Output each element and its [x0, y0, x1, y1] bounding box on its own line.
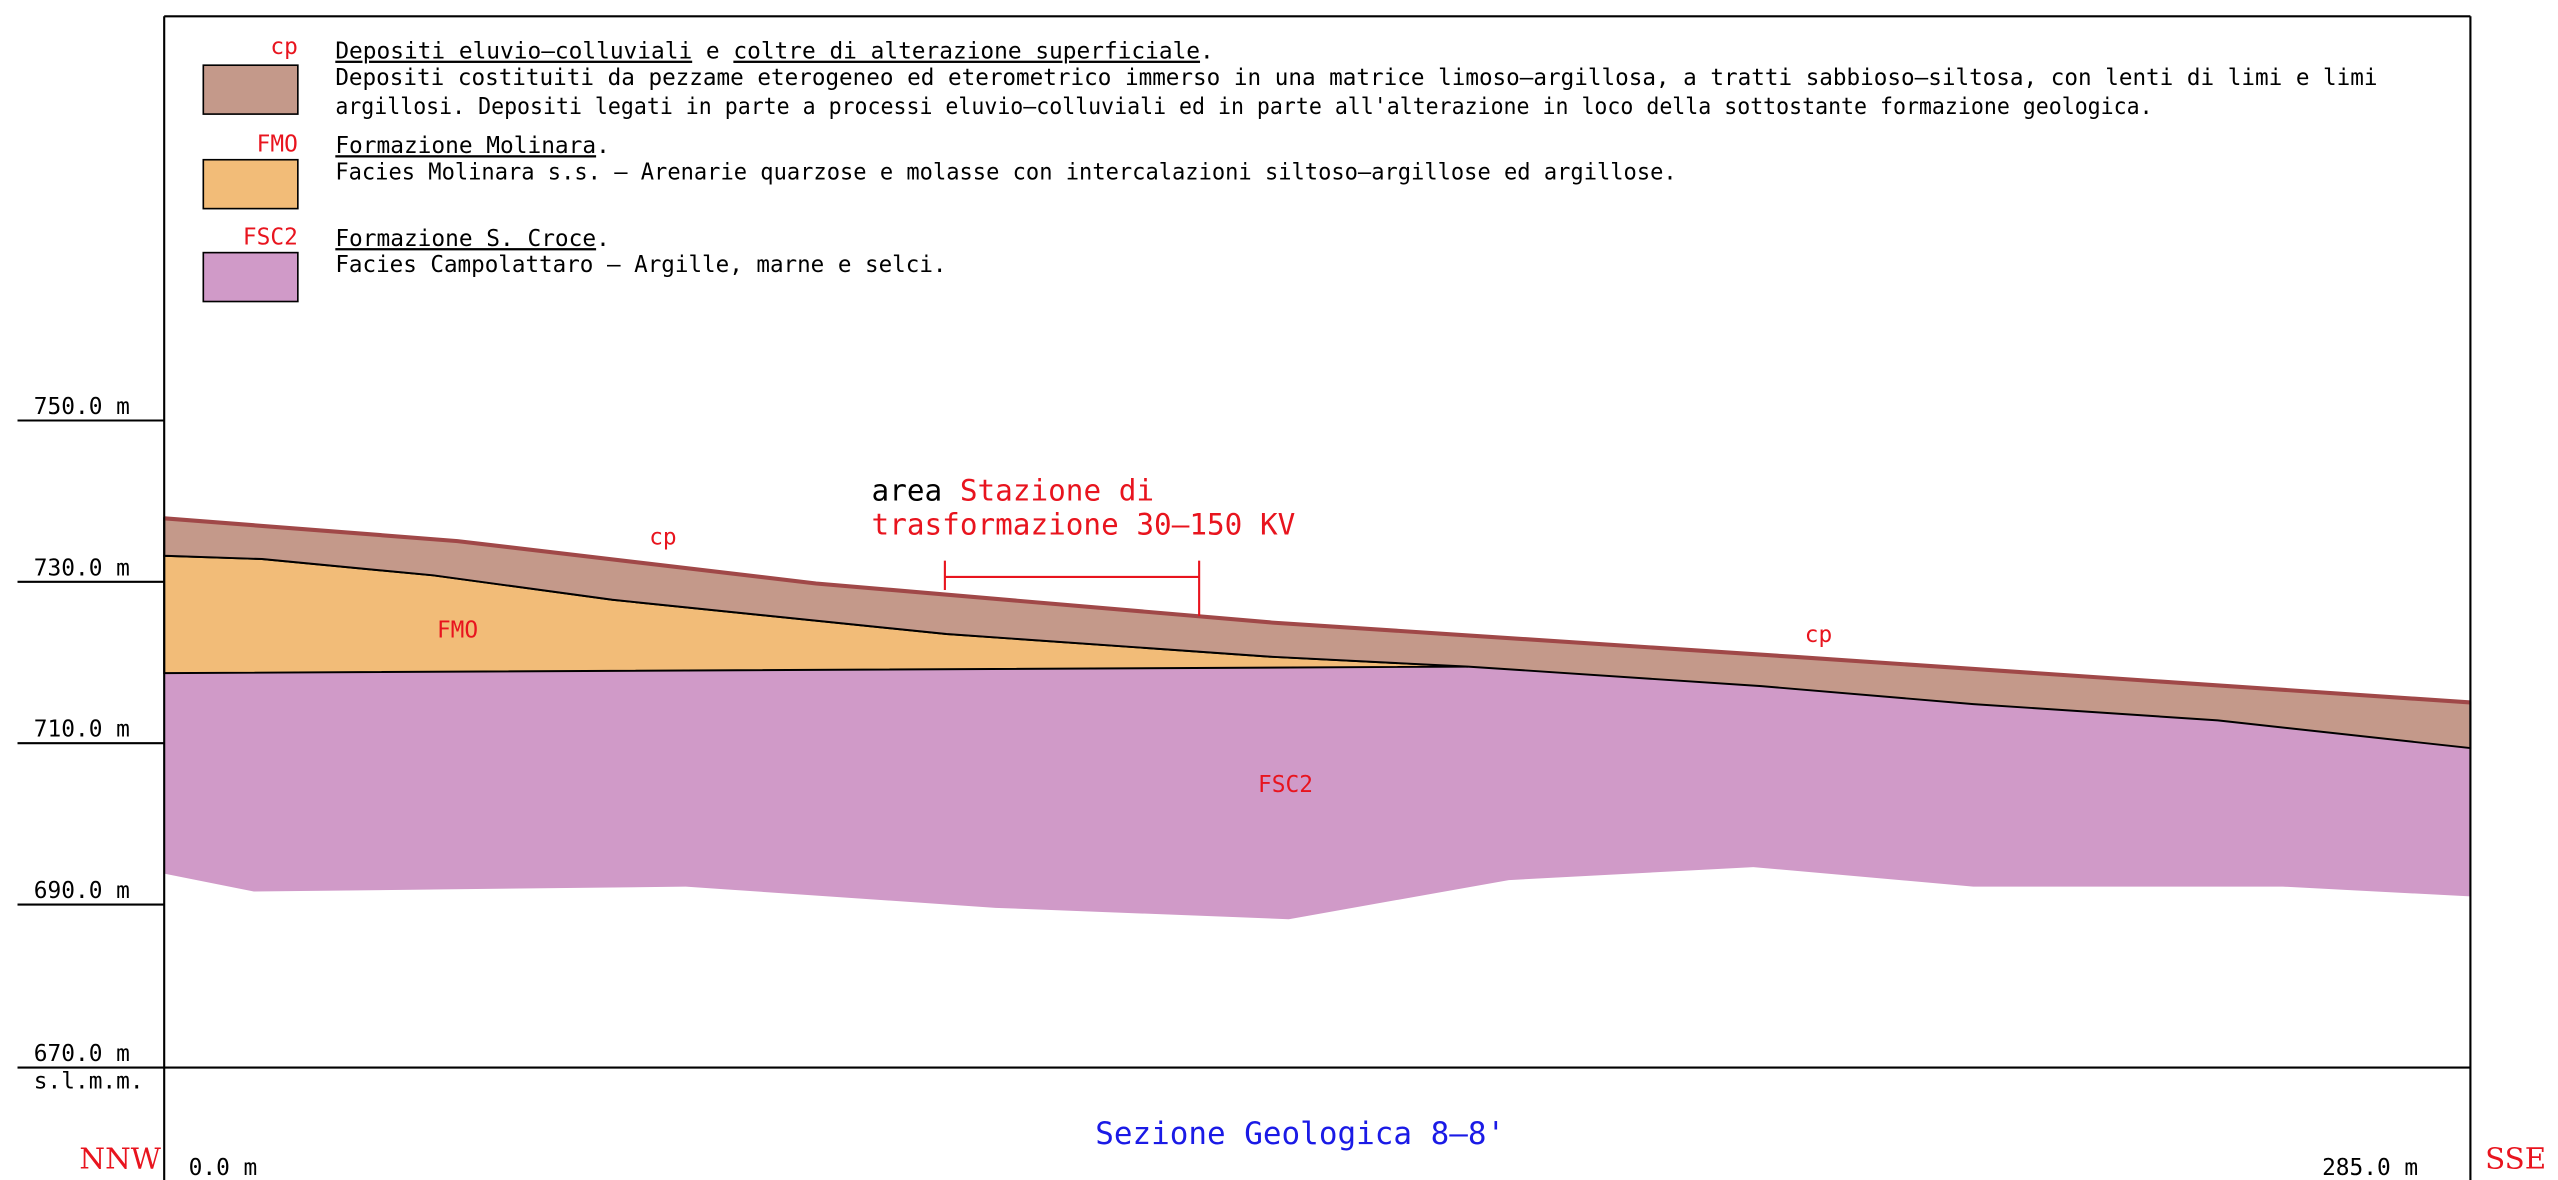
- swatch-fmo: [202, 158, 299, 210]
- legend-code: FSC2: [243, 224, 298, 250]
- legend-code: FMO: [257, 132, 298, 158]
- fsc2-layer: [164, 666, 2471, 920]
- elevation-label: 730.0 m: [34, 555, 130, 581]
- legend-title: Formazione S. Croce.: [335, 226, 610, 252]
- datum-label: s.l.m.m.: [34, 1069, 144, 1095]
- ground-surface: [164, 516, 2471, 705]
- elevation-label: 710.0 m: [34, 717, 130, 743]
- legend-description: Facies Molinara s.s. – Arenarie quarzose…: [335, 159, 1676, 185]
- layer-label: cp: [1805, 622, 1832, 648]
- annotation: trasformazione 30–150 KV: [872, 508, 1296, 542]
- legend-description: Facies Campolattaro – Argille, marne e s…: [335, 252, 946, 278]
- legend-code: cp: [270, 34, 297, 60]
- section-title: Sezione Geologica 8–8': [1095, 1116, 1505, 1152]
- elevation-label: 690.0 m: [34, 878, 130, 904]
- layer-label: FMO: [437, 617, 478, 643]
- distance-start: 0.0 m: [189, 1155, 258, 1180]
- swatch-fsc2: [202, 251, 299, 303]
- distance-end: 285.0 m: [2322, 1155, 2418, 1180]
- frame: [17, 15, 2472, 1180]
- swatch-cp: [202, 64, 299, 115]
- legend-description: Depositi costituiti da pezzame eterogene…: [335, 65, 2377, 91]
- legend-title: Depositi eluvio–colluviali e coltre di a…: [335, 39, 1213, 65]
- elevation-label: 750.0 m: [34, 394, 130, 420]
- elevation-label: 670.0 m: [34, 1041, 130, 1067]
- legend-title: Formazione Molinara.: [335, 133, 610, 159]
- layer-label: cp: [649, 524, 676, 550]
- layer-label: FSC2: [1258, 772, 1313, 798]
- orientation-left: NNW: [79, 1142, 161, 1176]
- annotation-bracket: [943, 560, 1201, 617]
- annotation: area Stazione di: [872, 473, 1155, 507]
- legend-description: argillosi. Depositi legati in parte a pr…: [335, 94, 2152, 120]
- orientation-right: SSE: [2485, 1142, 2546, 1176]
